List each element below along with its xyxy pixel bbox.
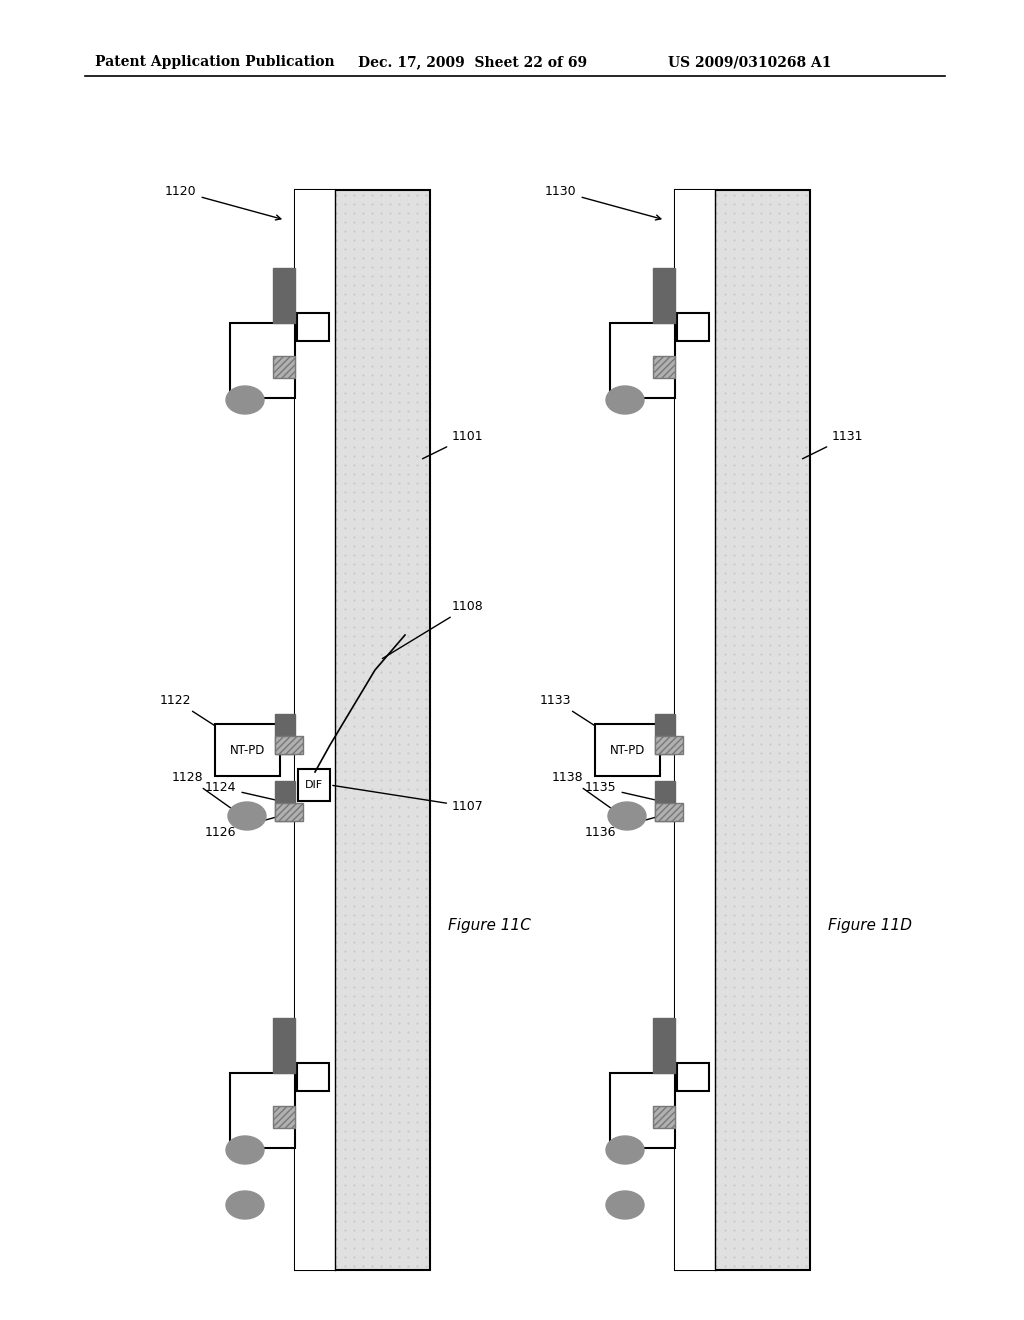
Text: 1122: 1122 bbox=[160, 694, 218, 727]
Bar bbox=[230, 1072, 295, 1147]
Text: 1120: 1120 bbox=[165, 185, 281, 220]
Bar bbox=[297, 313, 329, 341]
Bar bbox=[215, 723, 280, 776]
Text: 1108: 1108 bbox=[382, 601, 483, 659]
Bar bbox=[653, 268, 675, 322]
Text: 1101: 1101 bbox=[423, 430, 483, 459]
Bar bbox=[677, 1063, 709, 1092]
Bar bbox=[675, 190, 715, 1270]
Text: Figure 11C: Figure 11C bbox=[449, 917, 530, 933]
Text: 1128: 1128 bbox=[172, 771, 240, 814]
Ellipse shape bbox=[606, 1191, 644, 1218]
Bar bbox=[677, 313, 709, 341]
Ellipse shape bbox=[606, 385, 644, 414]
Bar bbox=[275, 714, 295, 754]
Text: 1136: 1136 bbox=[585, 817, 657, 840]
Bar bbox=[275, 737, 303, 754]
Text: Figure 11D: Figure 11D bbox=[828, 917, 912, 933]
Bar bbox=[675, 190, 810, 1270]
Text: 1130: 1130 bbox=[545, 185, 660, 220]
Bar bbox=[655, 781, 675, 821]
Bar bbox=[273, 268, 295, 322]
Text: US 2009/0310268 A1: US 2009/0310268 A1 bbox=[668, 55, 831, 69]
Bar bbox=[298, 770, 330, 801]
Bar bbox=[655, 714, 675, 754]
Bar bbox=[275, 803, 303, 821]
Bar bbox=[610, 322, 675, 397]
Text: 1133: 1133 bbox=[540, 694, 598, 727]
Bar bbox=[610, 1072, 675, 1147]
Text: Dec. 17, 2009  Sheet 22 of 69: Dec. 17, 2009 Sheet 22 of 69 bbox=[358, 55, 587, 69]
Text: NT-PD: NT-PD bbox=[610, 743, 645, 756]
Bar bbox=[655, 737, 683, 754]
Bar bbox=[295, 190, 430, 1270]
Ellipse shape bbox=[606, 1137, 644, 1164]
Ellipse shape bbox=[226, 1137, 264, 1164]
Bar bbox=[230, 322, 295, 397]
Bar bbox=[653, 1018, 675, 1072]
Bar bbox=[273, 1106, 295, 1127]
Ellipse shape bbox=[228, 803, 266, 830]
Bar bbox=[273, 355, 295, 378]
Bar bbox=[273, 1018, 295, 1072]
Text: 1131: 1131 bbox=[803, 430, 863, 459]
Bar bbox=[595, 723, 660, 776]
Text: 1107: 1107 bbox=[333, 785, 483, 813]
Bar bbox=[655, 803, 683, 821]
Text: 1138: 1138 bbox=[552, 771, 620, 814]
Bar bbox=[653, 355, 675, 378]
Text: Patent Application Publication: Patent Application Publication bbox=[95, 55, 335, 69]
Bar bbox=[295, 190, 335, 1270]
Bar bbox=[297, 1063, 329, 1092]
Text: 1135: 1135 bbox=[585, 781, 657, 800]
Bar bbox=[275, 781, 295, 821]
Text: NT-PD: NT-PD bbox=[229, 743, 265, 756]
Bar bbox=[653, 1106, 675, 1127]
Text: 1124: 1124 bbox=[205, 781, 278, 800]
Ellipse shape bbox=[226, 1191, 264, 1218]
Ellipse shape bbox=[608, 803, 646, 830]
Text: DIF: DIF bbox=[305, 780, 323, 789]
Ellipse shape bbox=[226, 385, 264, 414]
Text: 1126: 1126 bbox=[205, 817, 278, 840]
